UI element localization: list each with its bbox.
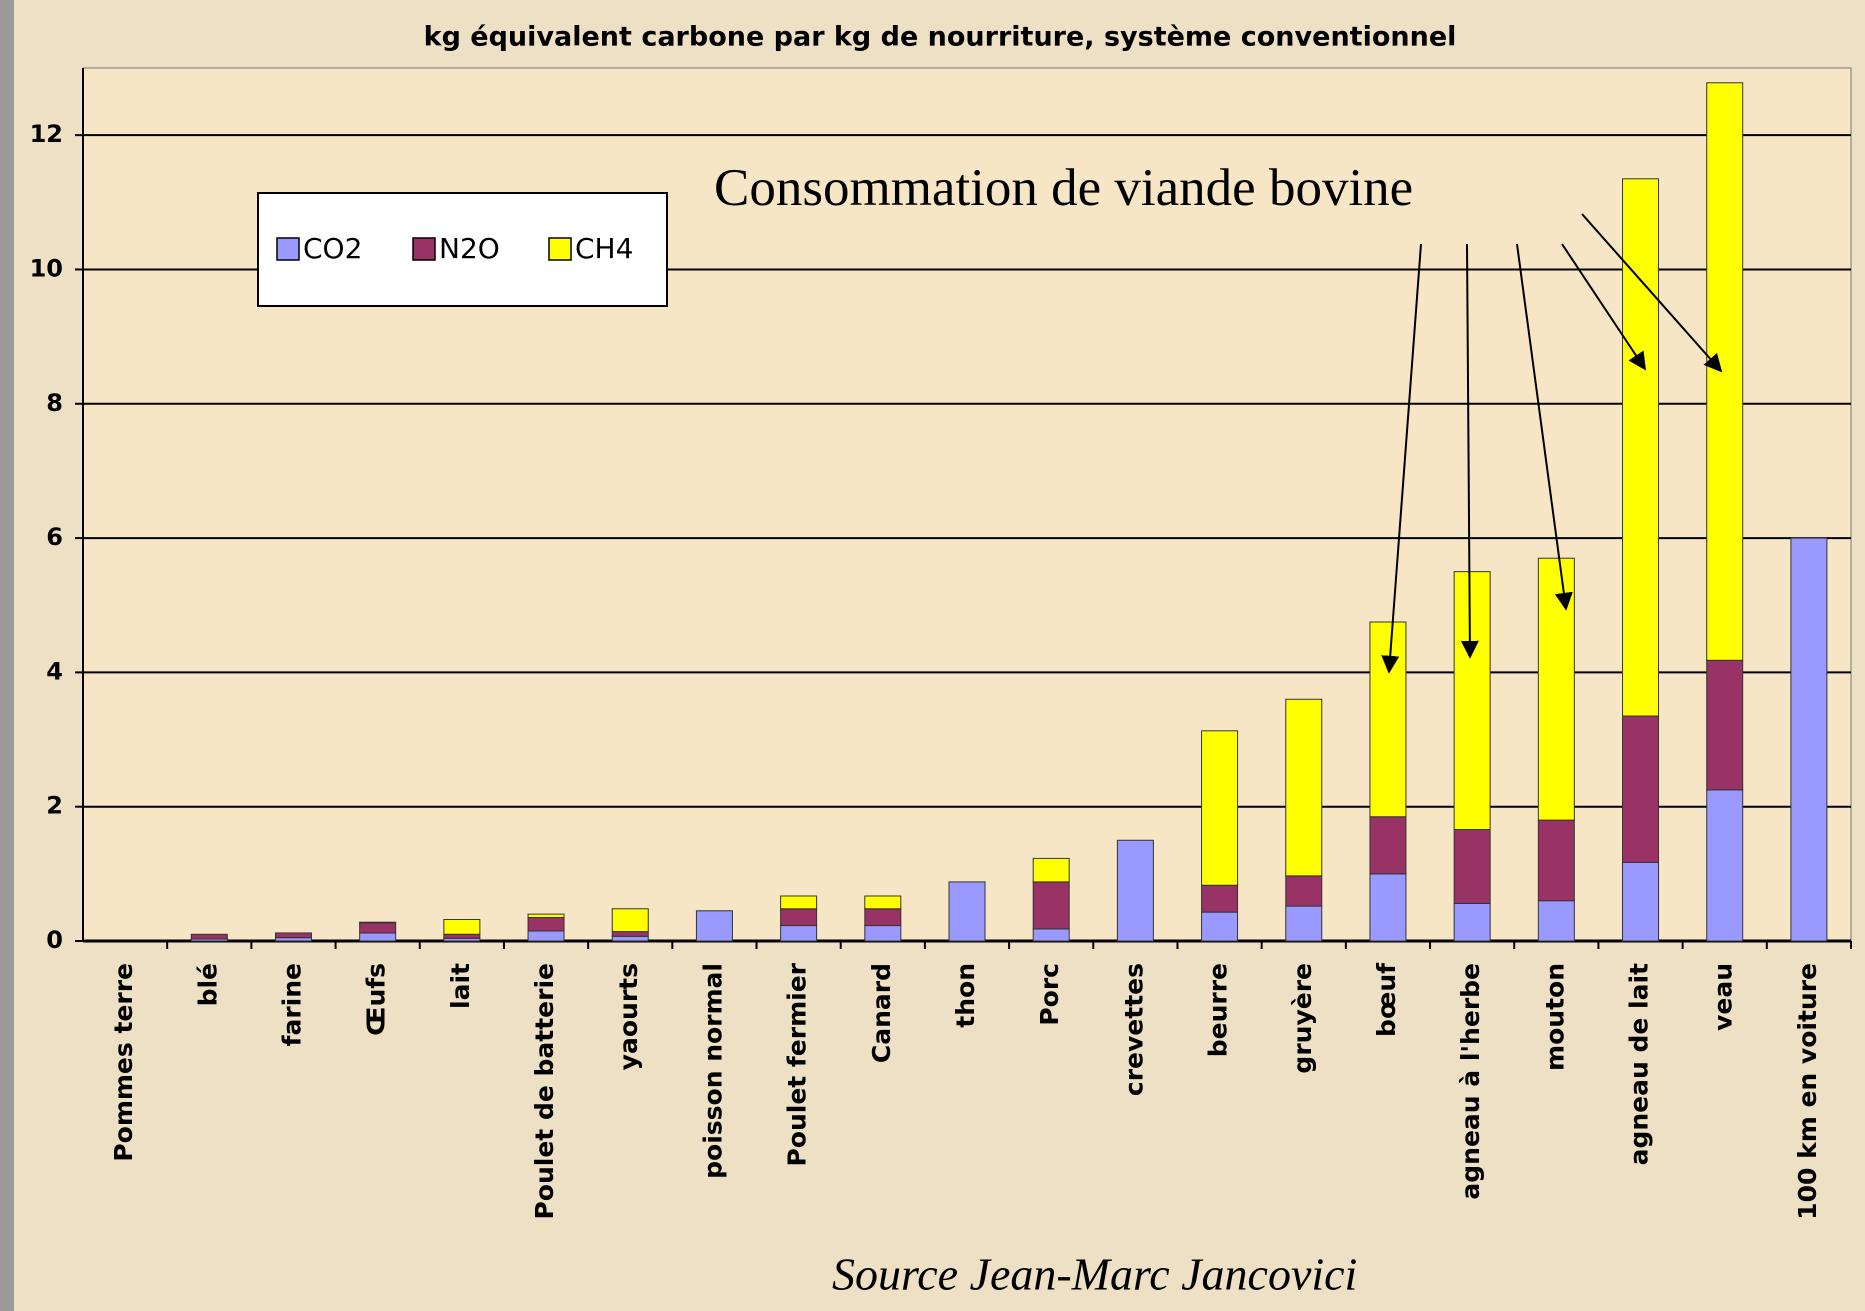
x-tick-label: Poulet de batterie (530, 963, 559, 1220)
bar-segment (190, 933, 228, 940)
x-tick-label: Pommes terre (109, 963, 138, 1162)
legend (257, 192, 668, 307)
legend-label: CO2 (303, 232, 362, 265)
legend-label: N2O (439, 232, 500, 265)
bar-segment (1706, 789, 1744, 942)
bar-segment (1285, 875, 1323, 907)
arrows (1381, 213, 1723, 674)
bar-segment (1369, 816, 1407, 875)
bar-segment (1453, 902, 1491, 942)
y-tick-label: 4 (46, 657, 63, 685)
y-tick-label: 8 (46, 389, 63, 417)
bar-segment (1622, 178, 1660, 717)
left-strip (0, 0, 14, 1311)
bar-segment (274, 932, 312, 939)
y-tick-label: 12 (30, 120, 63, 148)
annotation: Consommation de viande bovine (714, 159, 1413, 217)
bar-segment (1116, 839, 1154, 942)
bar-segment (780, 908, 818, 927)
x-tick-label: gruyère (1288, 963, 1317, 1074)
legend-swatch (412, 237, 436, 261)
x-tick-label: beurre (1204, 963, 1233, 1057)
x-tick-label: agneau à l'herbe (1456, 963, 1485, 1200)
bar-segment (1201, 730, 1239, 886)
y-tick-label: 6 (46, 523, 63, 551)
bar-segment (359, 932, 397, 942)
y-tick-label: 0 (46, 926, 63, 954)
arrow (1460, 243, 1479, 659)
bar-segment (1790, 537, 1828, 942)
source: Source Jean-Marc Jancovici (832, 1249, 1357, 1300)
bar-segment (1285, 905, 1323, 942)
arrow (1516, 243, 1573, 611)
x-tick-label: yaourts (614, 963, 643, 1070)
bar-segment (1032, 881, 1070, 930)
bar-segment (1369, 873, 1407, 942)
bar-segment (1285, 698, 1323, 877)
bar-segment (780, 895, 818, 910)
bar-segment (1369, 621, 1407, 818)
x-tick-label: mouton (1540, 963, 1569, 1071)
bar-segment (1706, 659, 1744, 791)
bar-segment (1201, 884, 1239, 913)
bar-segment (611, 935, 649, 942)
bar-segment (1622, 861, 1660, 942)
bar-segment (948, 881, 986, 942)
x-tick-label: lait (446, 963, 475, 1009)
bar-segment (1706, 82, 1744, 661)
bar-segment (1201, 911, 1239, 942)
bar-segment (527, 913, 565, 918)
legend-label: CH4 (575, 232, 633, 265)
x-tick-label: bœuf (1372, 962, 1401, 1037)
bar-segment (359, 922, 397, 934)
legend-swatch (276, 237, 300, 261)
y-tick-label: 10 (30, 254, 63, 282)
y-tick-label: 2 (46, 792, 63, 820)
x-tick-label: Œufs (362, 963, 391, 1036)
legend-swatch (548, 237, 572, 261)
arrow (1381, 243, 1422, 674)
chart-title: kg équivalent carbone par kg de nourritu… (424, 22, 1457, 53)
x-tick-label: crevettes (1119, 963, 1148, 1096)
bar-segment (443, 919, 481, 935)
x-tick-label: thon (951, 963, 980, 1028)
x-tick-label: poisson normal (698, 963, 727, 1179)
bar-segment (864, 895, 902, 910)
bar-segment (443, 933, 481, 939)
bar-segment (611, 931, 649, 937)
bar-segment (780, 925, 818, 942)
bar-segment (1453, 571, 1491, 831)
bar-segment (1537, 557, 1575, 821)
x-tick-label: veau (1709, 963, 1738, 1031)
bar-segment (527, 916, 565, 932)
x-tick-label: farine (277, 963, 306, 1046)
bar-segment (1032, 857, 1070, 883)
x-tick-label: 100 km en voiture (1793, 963, 1822, 1220)
bar-segment (695, 910, 733, 942)
bar-segment (1453, 829, 1491, 904)
arrow (1581, 213, 1723, 373)
bar-segment (1032, 928, 1070, 942)
bar-segment (359, 921, 397, 924)
bar-segment (274, 937, 312, 942)
x-tick-label: agneau de lait (1625, 963, 1654, 1165)
x-tick-label: blé (193, 963, 222, 1006)
x-tick-label: Porc (1035, 963, 1064, 1026)
bar-segment (1537, 819, 1575, 902)
bar-segment (864, 925, 902, 942)
bar-segment (527, 930, 565, 942)
x-tick-label: Poulet fermier (783, 962, 812, 1166)
bar-segment (1622, 715, 1660, 863)
bar-segment (864, 908, 902, 927)
bar-segment (611, 908, 649, 933)
arrow (1561, 243, 1646, 371)
x-tick-label: Canard (867, 963, 896, 1063)
bar-segment (1537, 900, 1575, 942)
